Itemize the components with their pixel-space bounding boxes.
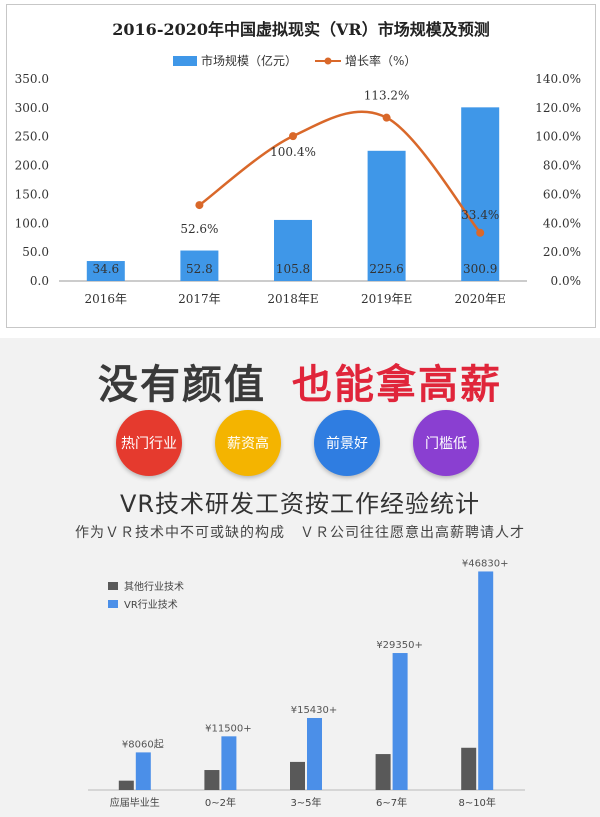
- bar-value-label: 300.9: [463, 262, 497, 276]
- bar-2019年E: [367, 150, 406, 281]
- salary-subheading: 作为ＶＲ技术中不可或缺的构成 ＶＲ公司往往愿意出高薪聘请人才: [75, 525, 525, 541]
- tag-low-barrier: 门槛低: [413, 410, 479, 476]
- y-left-tick: 350.0: [15, 72, 49, 86]
- bar-value-label: 225.6: [369, 262, 403, 276]
- x-tick-label: 2019年E: [361, 292, 412, 306]
- bar-other-3~5年: [290, 761, 305, 790]
- x-tick-label: 3~5年: [290, 796, 321, 809]
- bar-vr-应届毕业生: [135, 752, 151, 790]
- legend-label-other: 其他行业技术: [124, 580, 184, 593]
- tag-hot-industry: 热门行业: [116, 410, 182, 476]
- legend-swatch-other: [108, 582, 118, 590]
- bar-vr-3~5年: [307, 717, 322, 790]
- bar-2016年: [86, 261, 125, 281]
- vr-value-label: ¥11500+: [205, 723, 252, 734]
- salary-poster: 没有颜值 也能拿高薪 热门行业 薪资高 前景好 门槛低 VR技术研发工资按工作经验…: [0, 338, 600, 817]
- bar-2018年E: [274, 219, 312, 281]
- vr-value-label: ¥29350+: [376, 640, 423, 651]
- tag-high-salary: 薪资高: [215, 410, 281, 476]
- bar-value-label: 105.8: [276, 262, 310, 276]
- legend-swatch-bar: [173, 56, 197, 66]
- legend-label-vr: VR行业技术: [124, 598, 178, 611]
- y-right-tick: 60.0%: [543, 187, 581, 201]
- chart-title: 2016-2020年中国虚拟现实（VR）市场规模及预测: [112, 20, 489, 39]
- y-left-tick: 150.0: [15, 187, 49, 201]
- growth-point-2019年E: [382, 113, 391, 122]
- bar-value-label: 34.6: [92, 262, 119, 276]
- tag-circles: 热门行业 薪资高 前景好 门槛低: [0, 410, 600, 490]
- y-left-tick: 300.0: [15, 101, 49, 115]
- x-tick-label: 0~2年: [205, 796, 236, 809]
- y-right-tick: 120.0%: [535, 101, 581, 115]
- growth-point-2018年E: [289, 132, 297, 141]
- y-left-tick: 50.0: [22, 245, 49, 259]
- bar-2017年: [180, 250, 219, 281]
- y-left-tick: 250.0: [15, 130, 49, 144]
- bar-vr-0~2年: [221, 736, 237, 790]
- growth-point-2017年: [195, 201, 204, 210]
- bar-vr-6~7年: [392, 653, 408, 790]
- market-chart-panel: 2016-2020年中国虚拟现实（VR）市场规模及预测市场规模（亿元） 增长率（%…: [6, 4, 596, 328]
- legend-label-line: 增长率（%）: [345, 53, 416, 68]
- y-right-tick: 20.0%: [543, 245, 581, 259]
- growth-value-label: 113.2%: [364, 89, 410, 103]
- banner-left-text: 没有颜值: [98, 362, 266, 408]
- bar-other-应届毕业生: [118, 780, 134, 790]
- y-right-tick: 140.0%: [535, 72, 581, 86]
- y-left-tick: 0.0: [30, 274, 49, 288]
- vr-value-label: ¥46830+: [462, 558, 509, 569]
- bar-2020年E: [461, 107, 500, 282]
- bar-other-0~2年: [204, 770, 220, 790]
- vr-value-label: ¥15430+: [291, 705, 338, 716]
- vr-value-label: ¥8060起: [122, 738, 164, 750]
- tag-good-prospect: 前景好: [314, 410, 380, 476]
- x-tick-label: 2017年: [178, 292, 221, 306]
- legend-label-bar: 市场规模（亿元）: [201, 53, 297, 68]
- y-right-tick: 0.0%: [551, 274, 582, 288]
- y-right-tick: 80.0%: [543, 159, 581, 173]
- growth-value-label: 100.4%: [270, 145, 316, 159]
- x-tick-label: 2020年E: [455, 292, 506, 306]
- banner-right-text: 也能拿高薪: [292, 362, 502, 408]
- y-right-tick: 100.0%: [535, 130, 581, 144]
- y-left-tick: 100.0: [15, 216, 49, 230]
- x-tick-label: 6~7年: [376, 796, 407, 809]
- x-tick-label: 2016年: [85, 292, 128, 306]
- poster-banner: 没有颜值 也能拿高薪: [0, 352, 600, 410]
- legend-marker-line: [324, 57, 332, 65]
- y-right-tick: 40.0%: [543, 216, 581, 230]
- salary-heading: VR技术研发工资按工作经验统计: [119, 490, 481, 518]
- bar-vr-8~10年: [478, 571, 494, 790]
- bar-value-label: 52.8: [186, 262, 213, 276]
- x-tick-label: 应届毕业生: [110, 796, 160, 809]
- legend-swatch-vr: [108, 600, 118, 608]
- bar-other-8~10年: [461, 747, 477, 790]
- bar-other-6~7年: [375, 754, 391, 790]
- y-left-tick: 200.0: [15, 159, 49, 173]
- growth-line: [198, 110, 482, 234]
- x-tick-label: 8~10年: [458, 796, 495, 809]
- growth-value-label: 33.4%: [461, 208, 499, 222]
- growth-point-2020年E: [476, 228, 485, 237]
- x-tick-label: 2018年E: [267, 292, 318, 306]
- growth-value-label: 52.6%: [180, 222, 218, 236]
